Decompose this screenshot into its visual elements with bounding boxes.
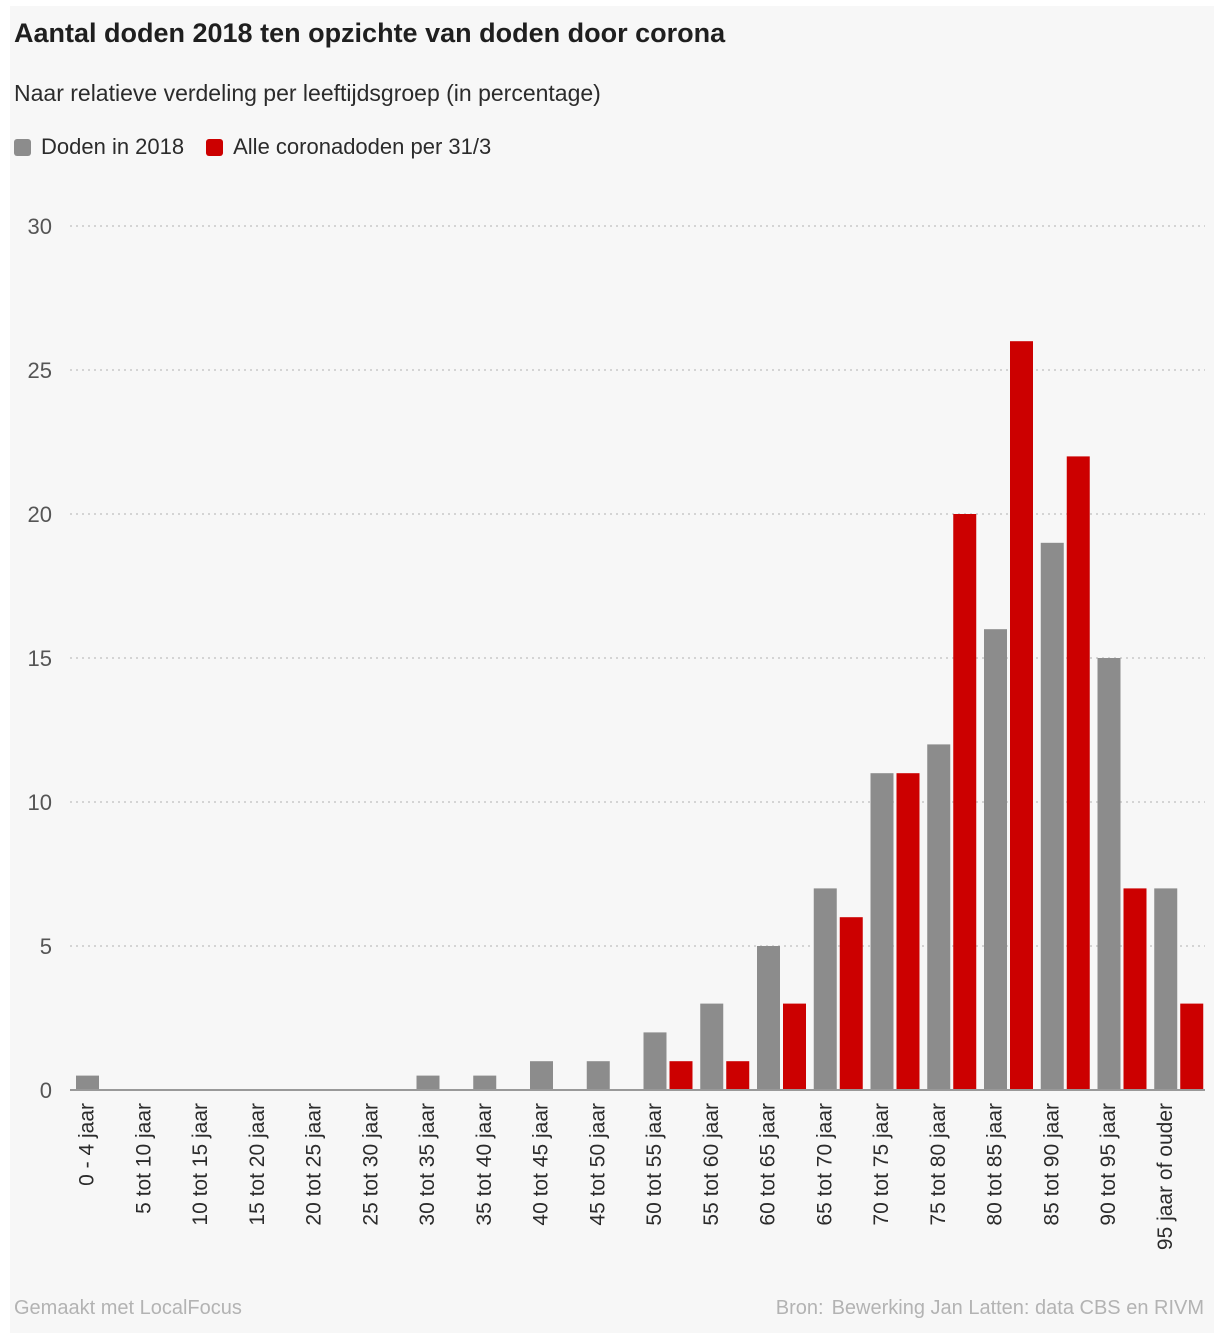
bar-doden-2018-11 — [700, 1003, 724, 1090]
bar-doden-2018-9 — [586, 1061, 610, 1090]
x-tick-label-8: 40 tot 45 jaar — [530, 1103, 553, 1226]
x-tick-label-18: 90 tot 95 jaar — [1097, 1103, 1120, 1226]
x-tick-label-9: 45 tot 50 jaar — [586, 1103, 609, 1226]
bar-coronadoden-14 — [896, 773, 920, 1090]
bar-doden-2018-10 — [643, 1032, 667, 1090]
bar-coronadoden-16 — [1010, 341, 1033, 1090]
legend-label: Alle coronadoden per 31/3 — [233, 134, 492, 159]
x-tick-label-15: 75 tot 80 jaar — [927, 1103, 950, 1226]
bar-doden-2018-14 — [870, 773, 894, 1090]
bar-doden-2018-17 — [1040, 542, 1064, 1090]
legend: Doden in 2018 Alle coronadoden per 31/3 — [14, 134, 513, 160]
chart-subtitle: Naar relatieve verdeling per leeftijdsgr… — [14, 80, 601, 106]
bar-coronadoden-10 — [669, 1061, 693, 1090]
bar-doden-2018-18 — [1097, 658, 1121, 1090]
x-tick-label-19: 95 jaar of ouder — [1154, 1103, 1177, 1250]
chart-title: Aantal doden 2018 ten opzichte van doden… — [14, 18, 726, 48]
x-tick-label-5: 25 tot 30 jaar — [359, 1103, 382, 1226]
x-tick-label-11: 55 tot 60 jaar — [700, 1103, 723, 1226]
legend-swatch-grey — [14, 138, 31, 156]
y-tick-label-15: 15 — [28, 646, 52, 671]
bar-coronadoden-13 — [839, 917, 863, 1090]
y-tick-label-5: 5 — [40, 934, 52, 959]
y-tick-label-25: 25 — [28, 358, 52, 383]
bar-doden-2018-16 — [984, 629, 1007, 1090]
bar-coronadoden-15 — [953, 514, 977, 1090]
footer-source-label: Bron: — [775, 1297, 824, 1319]
legend-item-coronadoden[interactable]: Alle coronadoden per 31/3 — [206, 134, 491, 160]
bar-coronadoden-11 — [726, 1061, 750, 1090]
x-tick-label-13: 65 tot 70 jaar — [813, 1103, 836, 1226]
footer-source: Bron: Bewerking Jan Latten: data CBS en R… — [768, 1297, 1204, 1320]
bar-doden-2018-12 — [757, 946, 780, 1090]
bar-coronadoden-12 — [783, 1003, 806, 1090]
bar-doden-2018-8 — [530, 1061, 553, 1090]
bar-doden-2018-6 — [416, 1075, 440, 1090]
bar-coronadoden-18 — [1123, 888, 1147, 1090]
bar-coronadoden-17 — [1066, 456, 1090, 1090]
x-tick-label-12: 60 tot 65 jaar — [757, 1103, 780, 1226]
bar-coronadoden-19 — [1180, 1003, 1204, 1090]
footer-credit[interactable]: Gemaakt met LocalFocus — [14, 1297, 242, 1319]
footer-source-text: Bewerking Jan Latten: data CBS en RIVM — [831, 1297, 1204, 1319]
x-tick-label-4: 20 tot 25 jaar — [303, 1103, 326, 1226]
y-tick-label-10: 10 — [28, 790, 52, 815]
x-tick-label-3: 15 tot 20 jaar — [246, 1103, 269, 1226]
bar-doden-2018-0 — [76, 1075, 99, 1090]
y-tick-label-0: 0 — [40, 1078, 52, 1103]
x-tick-label-0: 0 - 4 jaar — [76, 1103, 99, 1186]
y-tick-label-30: 30 — [28, 214, 52, 239]
bar-doden-2018-19 — [1154, 888, 1178, 1090]
x-tick-label-2: 10 tot 15 jaar — [189, 1103, 212, 1226]
bar-chart: 0 5 10 15 20 25 30 0 - 4 jaar 5 tot 10 jaar 10 to… — [28, 214, 1205, 1250]
legend-swatch-red — [206, 138, 224, 156]
bar-doden-2018-7 — [473, 1075, 497, 1090]
legend-label: Doden in 2018 — [41, 134, 185, 159]
x-tick-label-16: 80 tot 85 jaar — [984, 1103, 1007, 1226]
legend-item-doden-2018[interactable]: Doden in 2018 — [14, 134, 184, 160]
x-tick-label-6: 30 tot 35 jaar — [416, 1103, 439, 1226]
x-tick-label-1: 5 tot 10 jaar — [132, 1103, 155, 1214]
x-tick-label-14: 70 tot 75 jaar — [870, 1103, 893, 1226]
x-tick-label-10: 50 tot 55 jaar — [643, 1103, 666, 1226]
bar-doden-2018-13 — [813, 888, 837, 1090]
x-tick-label-7: 35 tot 40 jaar — [473, 1103, 496, 1226]
bar-doden-2018-15 — [927, 744, 951, 1090]
y-tick-label-20: 20 — [28, 502, 52, 527]
x-tick-label-17: 85 tot 90 jaar — [1040, 1103, 1063, 1226]
